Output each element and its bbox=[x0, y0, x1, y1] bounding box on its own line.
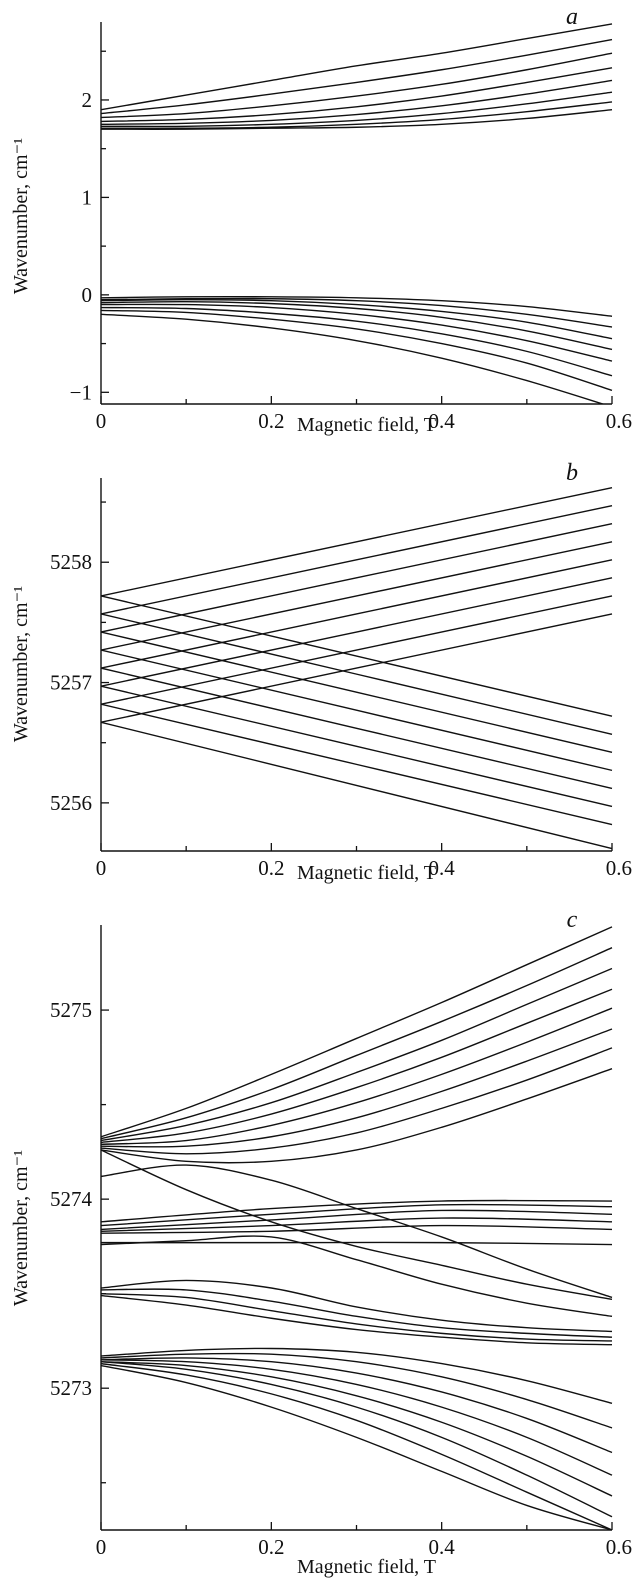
x-tick-label: 0.6 bbox=[606, 409, 632, 433]
series-line-4 bbox=[101, 559, 613, 669]
series-line-0 bbox=[101, 926, 613, 1138]
series-line-10 bbox=[101, 299, 613, 340]
y-axis-title: Wavenumber, cm⁻¹ bbox=[10, 586, 32, 742]
series-line-19 bbox=[101, 1292, 613, 1342]
series-line-10 bbox=[101, 631, 613, 754]
x-tick-label: 0.4 bbox=[429, 409, 456, 433]
series-line-24 bbox=[101, 1359, 613, 1476]
panel-letter: b bbox=[566, 460, 578, 486]
series-line-15 bbox=[101, 1241, 613, 1246]
series-line-18 bbox=[101, 1288, 613, 1338]
y-tick-label: 5257 bbox=[50, 671, 92, 695]
y-tick-label: 5274 bbox=[50, 1187, 93, 1211]
series-line-4 bbox=[101, 1007, 613, 1146]
x-tick-label: 0 bbox=[96, 1535, 107, 1559]
y-tick-label: 5275 bbox=[50, 998, 92, 1022]
series-line-14 bbox=[101, 1224, 613, 1234]
series-line-9 bbox=[101, 297, 613, 328]
x-tick-label: 0 bbox=[96, 856, 107, 880]
series-line-9 bbox=[101, 1149, 613, 1301]
series-line-5 bbox=[101, 91, 613, 128]
series-line-6 bbox=[101, 101, 613, 129]
series-line-26 bbox=[101, 1361, 613, 1518]
x-tick-label: 0.6 bbox=[606, 1535, 632, 1559]
x-axis-title: Magnetic field, T bbox=[297, 862, 436, 884]
series-line-28 bbox=[101, 1364, 613, 1530]
series-line-2 bbox=[101, 52, 613, 119]
series-line-11 bbox=[101, 300, 613, 351]
series-line-15 bbox=[101, 721, 613, 850]
series-line-11 bbox=[101, 649, 613, 772]
series-line-2 bbox=[101, 967, 613, 1142]
series-line-12 bbox=[101, 667, 613, 790]
y-tick-label: 5273 bbox=[50, 1376, 92, 1400]
panel-b: 0 0.2 0.4 0.6 5256 5257 5258 Magnetic field, T W… bbox=[10, 460, 632, 884]
y-tick-label: 5258 bbox=[50, 550, 92, 574]
series-line-5 bbox=[101, 1028, 613, 1148]
series-line-6 bbox=[101, 595, 613, 705]
series-line-13 bbox=[101, 685, 613, 808]
series-line-13 bbox=[101, 1217, 613, 1232]
series-line-9 bbox=[101, 613, 613, 735]
series-line-1 bbox=[101, 947, 613, 1140]
series-line-13 bbox=[101, 306, 613, 377]
y-tick-label: −1 bbox=[70, 380, 92, 404]
series-line-8 bbox=[101, 595, 613, 717]
y-tick-label: 1 bbox=[82, 185, 93, 209]
series-line-21 bbox=[101, 1347, 613, 1405]
x-tick-label: 0.2 bbox=[258, 856, 284, 880]
y-tick-label: 2 bbox=[82, 88, 93, 112]
series-line-3 bbox=[101, 988, 613, 1144]
series-line-25 bbox=[101, 1361, 613, 1497]
x-tick-label: 0 bbox=[96, 409, 107, 433]
series-line-6 bbox=[101, 1047, 613, 1155]
x-tick-label: 0.2 bbox=[258, 409, 284, 433]
y-tick-label: 0 bbox=[82, 283, 93, 307]
series-line-0 bbox=[101, 23, 613, 111]
series-line-1 bbox=[101, 504, 613, 615]
y-axis-title: Wavenumber, cm⁻¹ bbox=[10, 138, 32, 294]
series-line-17 bbox=[101, 1279, 613, 1333]
series-line-14 bbox=[101, 309, 613, 392]
series-line-8 bbox=[101, 1164, 613, 1299]
series-line-22 bbox=[101, 1352, 613, 1429]
panel-letter: a bbox=[566, 4, 578, 30]
series-line-1 bbox=[101, 38, 613, 115]
panel-c: 0 0.2 0.4 0.6 5273 5274 5275 Magnetic field, T W… bbox=[10, 907, 632, 1578]
series-line-14 bbox=[101, 703, 613, 826]
series-line-7 bbox=[101, 109, 613, 130]
x-tick-label: 0.2 bbox=[258, 1535, 284, 1559]
series-line-2 bbox=[101, 523, 613, 633]
series-line-0 bbox=[101, 486, 613, 597]
series-line-15 bbox=[101, 313, 606, 404]
series-line-12 bbox=[101, 1209, 613, 1231]
series-line-27 bbox=[101, 1362, 613, 1530]
x-tick-label: 0.4 bbox=[429, 856, 456, 880]
series-line-3 bbox=[101, 67, 613, 123]
panel-letter: c bbox=[567, 907, 578, 933]
x-tick-label: 0.6 bbox=[606, 856, 632, 880]
series-line-12 bbox=[101, 303, 613, 362]
series-line-23 bbox=[101, 1357, 613, 1454]
y-axis-title: Wavenumber, cm⁻¹ bbox=[10, 1150, 32, 1306]
series-line-3 bbox=[101, 541, 613, 651]
x-tick-label: 0.4 bbox=[429, 1535, 456, 1559]
series-line-10 bbox=[101, 1199, 613, 1223]
series-line-7 bbox=[101, 613, 613, 723]
series-line-8 bbox=[101, 295, 613, 317]
y-tick-label: 5256 bbox=[50, 791, 92, 815]
series-line-7 bbox=[101, 1068, 613, 1164]
x-axis-title: Magnetic field, T bbox=[297, 414, 436, 436]
series-line-5 bbox=[101, 577, 613, 687]
series-line-4 bbox=[101, 79, 613, 126]
series-line-20 bbox=[101, 1294, 613, 1346]
series-line-16 bbox=[101, 1235, 613, 1318]
x-axis-title: Magnetic field, T bbox=[297, 1556, 436, 1578]
series-line-11 bbox=[101, 1203, 613, 1227]
